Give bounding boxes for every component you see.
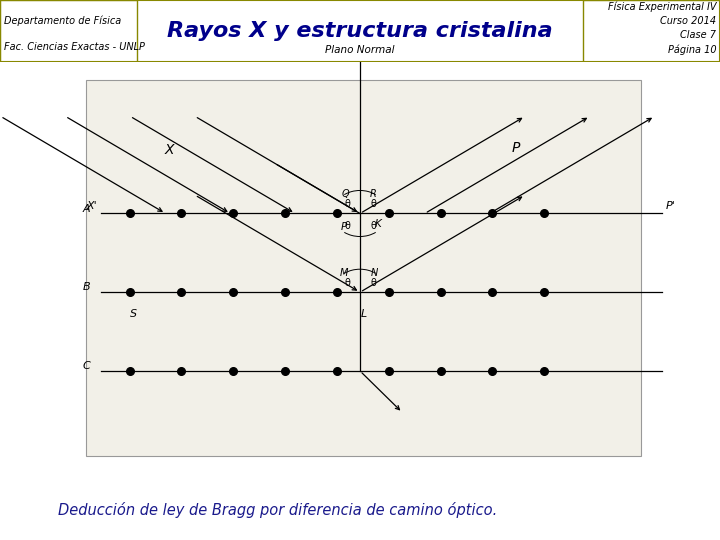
Text: Curso 2014: Curso 2014: [660, 16, 716, 26]
Text: Deducción de ley de Bragg por diferencia de camino óptico.: Deducción de ley de Bragg por diferencia…: [58, 502, 497, 518]
Text: θ: θ: [344, 199, 350, 210]
Text: P: P: [511, 141, 520, 155]
Text: P': P': [666, 201, 676, 211]
Text: A: A: [82, 204, 90, 214]
Text: Departamento de Física: Departamento de Física: [4, 16, 121, 26]
Bar: [583, 0, 720, 62]
Text: θ: θ: [344, 221, 350, 231]
Text: θ: θ: [370, 221, 376, 231]
Text: S: S: [130, 309, 137, 319]
Text: Fac. Ciencias Exactas - UNLP: Fac. Ciencias Exactas - UNLP: [4, 42, 145, 52]
Text: Rayos X y estructura cristalina: Rayos X y estructura cristalina: [167, 21, 553, 41]
Text: Plano Normal: Plano Normal: [325, 45, 395, 55]
Text: θ: θ: [344, 278, 350, 288]
Text: Q: Q: [342, 189, 349, 199]
Text: L: L: [361, 309, 366, 319]
Text: P: P: [341, 222, 347, 232]
Text: Física Experimental IV: Física Experimental IV: [608, 2, 716, 12]
Text: M: M: [340, 268, 348, 278]
Text: Página 10: Página 10: [667, 45, 716, 55]
Bar: [86, 80, 641, 456]
Text: Clase 7: Clase 7: [680, 30, 716, 40]
Text: R: R: [369, 189, 377, 199]
Text: X: X: [165, 143, 174, 157]
Text: X': X': [86, 201, 97, 211]
Bar: [0, 0, 137, 62]
Text: θ: θ: [370, 278, 376, 288]
Text: B: B: [82, 282, 90, 292]
Text: N: N: [371, 268, 378, 278]
Text: C: C: [82, 361, 90, 371]
Text: θ: θ: [370, 199, 376, 210]
Text: K: K: [374, 219, 382, 230]
